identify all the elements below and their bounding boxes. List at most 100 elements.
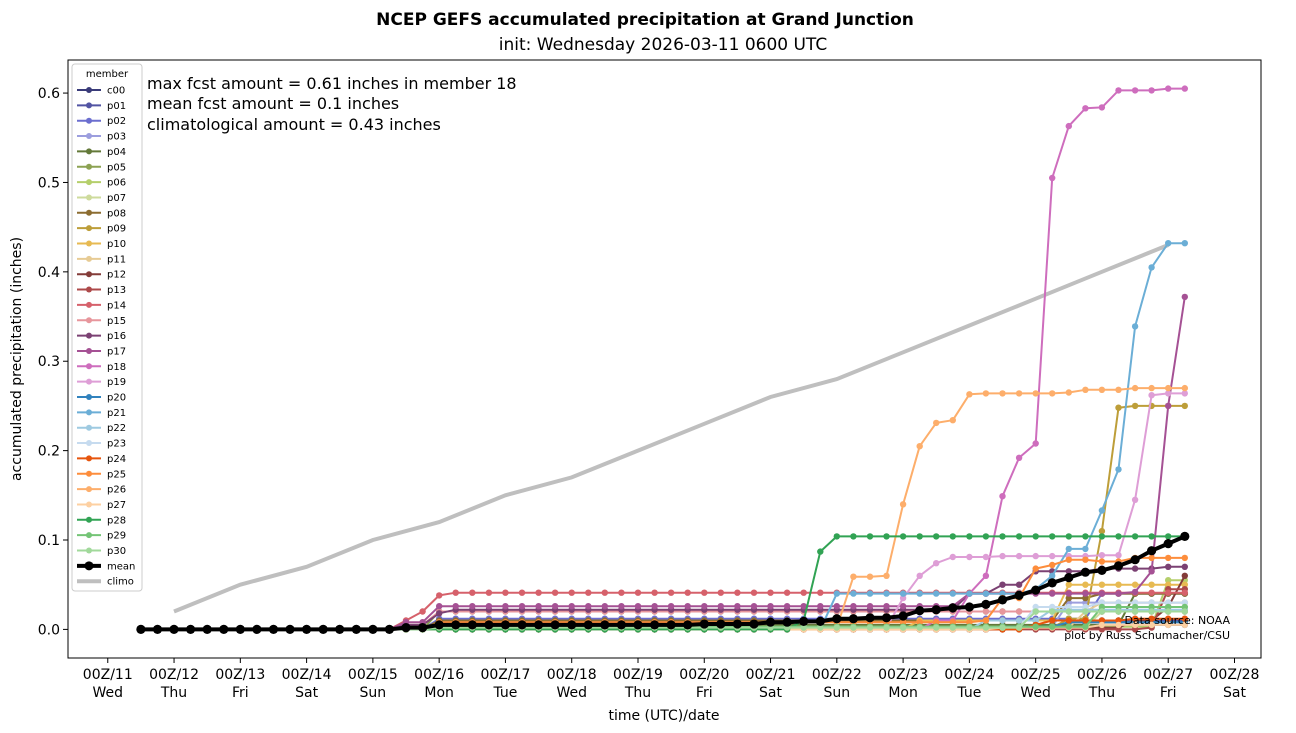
data-point-p19 [1049, 552, 1056, 560]
legend-box [71, 63, 143, 592]
data-point-p24 [1115, 617, 1122, 624]
data-point-mean [881, 613, 892, 623]
legend-item: p27 [77, 500, 126, 511]
data-point-p30 [1065, 608, 1073, 615]
data-point-p21 [850, 590, 857, 597]
data-point-p26 [899, 501, 907, 508]
legend-marker [86, 532, 92, 539]
data-point-p15 [982, 608, 990, 615]
data-point-p14 [701, 589, 708, 596]
data-point-p17 [750, 603, 758, 610]
data-point-p15 [1015, 608, 1023, 615]
data-point-p28 [1115, 533, 1122, 540]
data-point-p21 [1165, 240, 1172, 247]
data-point-mean [136, 624, 146, 635]
data-point-p27 [1181, 621, 1189, 629]
data-point-p25 [982, 617, 990, 624]
data-point-p18 [1148, 87, 1155, 94]
data-point-p19 [899, 594, 907, 602]
legend-label: p04 [107, 147, 126, 158]
data-point-mean [716, 619, 726, 629]
data-point-p26 [1049, 390, 1056, 397]
data-point-p30 [866, 624, 874, 631]
data-point-p28 [833, 533, 840, 540]
data-point-p19 [949, 553, 956, 561]
x-tick-label: 00Z/18 [547, 667, 597, 683]
data-point-p17 [783, 603, 791, 610]
legend-marker [86, 163, 92, 170]
data-point-p09 [1181, 402, 1189, 410]
legend-label: p02 [107, 116, 126, 127]
legend-item: p13 [77, 285, 126, 296]
data-point-p28 [1082, 533, 1089, 540]
data-point-p14 [767, 589, 774, 596]
data-point-p28 [850, 533, 857, 540]
data-point-mean [351, 624, 361, 635]
data-point-p10 [1082, 581, 1089, 588]
legend-marker [86, 501, 92, 508]
data-point-mean [948, 603, 958, 613]
annotation-max: max fcst amount = 0.61 inches in member … [147, 74, 517, 93]
data-point-p16 [436, 610, 443, 617]
data-point-p19 [1165, 390, 1172, 397]
data-point-p21 [949, 590, 956, 597]
legend-marker [86, 547, 92, 554]
legend-item: p20 [77, 393, 126, 404]
chart-subtitle: init: Wednesday 2026-03-11 0600 UTC [499, 35, 827, 55]
legend-marker [86, 301, 92, 308]
legend-label: p27 [107, 500, 126, 511]
data-point-mean [484, 620, 494, 630]
data-point-mean [799, 616, 809, 627]
data-point-mean [169, 624, 179, 635]
legend-item: p22 [77, 423, 126, 434]
data-point-p17 [850, 603, 857, 610]
data-point-p30 [949, 624, 956, 631]
data-point-p03 [1082, 599, 1089, 606]
x-tick-day: Sun [824, 685, 851, 701]
legend-marker [86, 470, 92, 477]
x-axis-label: time (UTC)/date [608, 708, 719, 724]
data-point-p17 [899, 603, 907, 610]
data-point-p26 [1131, 384, 1139, 392]
data-point-p10 [1131, 581, 1139, 588]
data-point-p13 [1131, 626, 1139, 633]
legend-item: p30 [77, 546, 126, 557]
data-point-p21 [982, 590, 990, 597]
data-point-p30 [933, 624, 940, 631]
data-point-mean [666, 620, 676, 630]
data-point-p30 [899, 624, 907, 631]
legend-item: p26 [77, 485, 126, 496]
data-point-p28 [933, 533, 940, 540]
data-point-p30 [1098, 608, 1106, 615]
data-point-p29 [1032, 623, 1039, 630]
y-tick-label: 0.2 [38, 444, 60, 460]
data-point-mean [335, 624, 345, 635]
data-point-p24 [1148, 615, 1155, 622]
legend-item: p11 [77, 254, 126, 265]
data-point-p14 [634, 589, 642, 596]
data-point-p21 [1181, 240, 1189, 247]
legend-marker [86, 378, 92, 385]
legend-marker [86, 209, 92, 216]
data-point-p10 [1148, 581, 1155, 588]
legend-marker [86, 240, 92, 247]
data-point-p25 [1049, 561, 1056, 569]
data-point-p17 [866, 603, 874, 610]
data-point-p28 [1098, 533, 1106, 540]
legend-marker [86, 486, 92, 493]
legend-item: c00 [77, 86, 125, 97]
data-point-p17 [452, 603, 459, 610]
legend-marker [86, 424, 92, 431]
data-point-mean [285, 624, 295, 635]
data-point-p17 [883, 603, 890, 610]
data-point-p29 [1131, 603, 1139, 611]
legend-label: p01 [107, 101, 126, 112]
data-point-p30 [1181, 608, 1189, 615]
data-point-p14 [485, 589, 493, 596]
data-point-p23 [1131, 599, 1139, 606]
x-tick-label: 00Z/28 [1210, 667, 1260, 683]
data-point-p30 [999, 624, 1006, 631]
chart-title: NCEP GEFS accumulated precipitation at G… [376, 10, 914, 30]
data-point-p29 [1115, 603, 1122, 611]
